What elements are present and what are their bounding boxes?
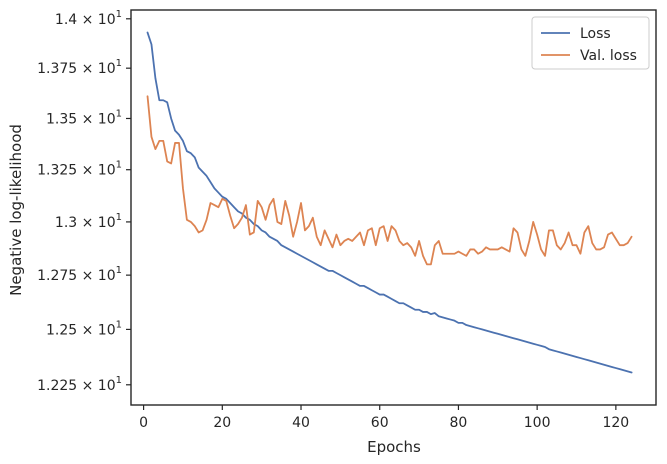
series-line-loss xyxy=(146,31,633,374)
x-axis-title: Epochs xyxy=(367,438,421,456)
x-tick-label: 60 xyxy=(371,415,389,431)
plot-area xyxy=(146,31,633,374)
x-tick-label: 120 xyxy=(602,415,629,431)
y-tick-label: 1.3 × 101 xyxy=(55,212,122,231)
y-tick-label: 1.375 × 101 xyxy=(37,58,122,77)
y-axis-title: Negative log-likelihood xyxy=(7,124,25,296)
legend-label: Val. loss xyxy=(580,48,637,64)
series-line-val-loss xyxy=(146,95,633,266)
x-tick-label: 40 xyxy=(292,415,310,431)
x-tick-label: 80 xyxy=(450,415,468,431)
x-tick-label: 20 xyxy=(213,415,231,431)
legend-box xyxy=(531,16,650,70)
legend-label: Loss xyxy=(580,26,611,42)
y-tick-label: 1.4 × 101 xyxy=(55,9,122,28)
plot-frame xyxy=(130,9,657,406)
x-tick-label: 100 xyxy=(524,415,551,431)
y-tick-label: 1.35 × 101 xyxy=(46,108,122,127)
y-tick-label: 1.275 × 101 xyxy=(37,265,122,284)
legend: Loss Val. loss xyxy=(531,16,650,70)
x-tick-label: 0 xyxy=(139,415,148,431)
y-tick-label: 1.25 × 101 xyxy=(46,319,122,338)
y-tick-label: 1.225 × 101 xyxy=(37,375,122,394)
axes: 0 20 40 60 80 100 120 1.225 × 101 1.25 × 101 1.27… xyxy=(37,9,657,431)
y-tick-label: 1.325 × 101 xyxy=(37,160,122,179)
